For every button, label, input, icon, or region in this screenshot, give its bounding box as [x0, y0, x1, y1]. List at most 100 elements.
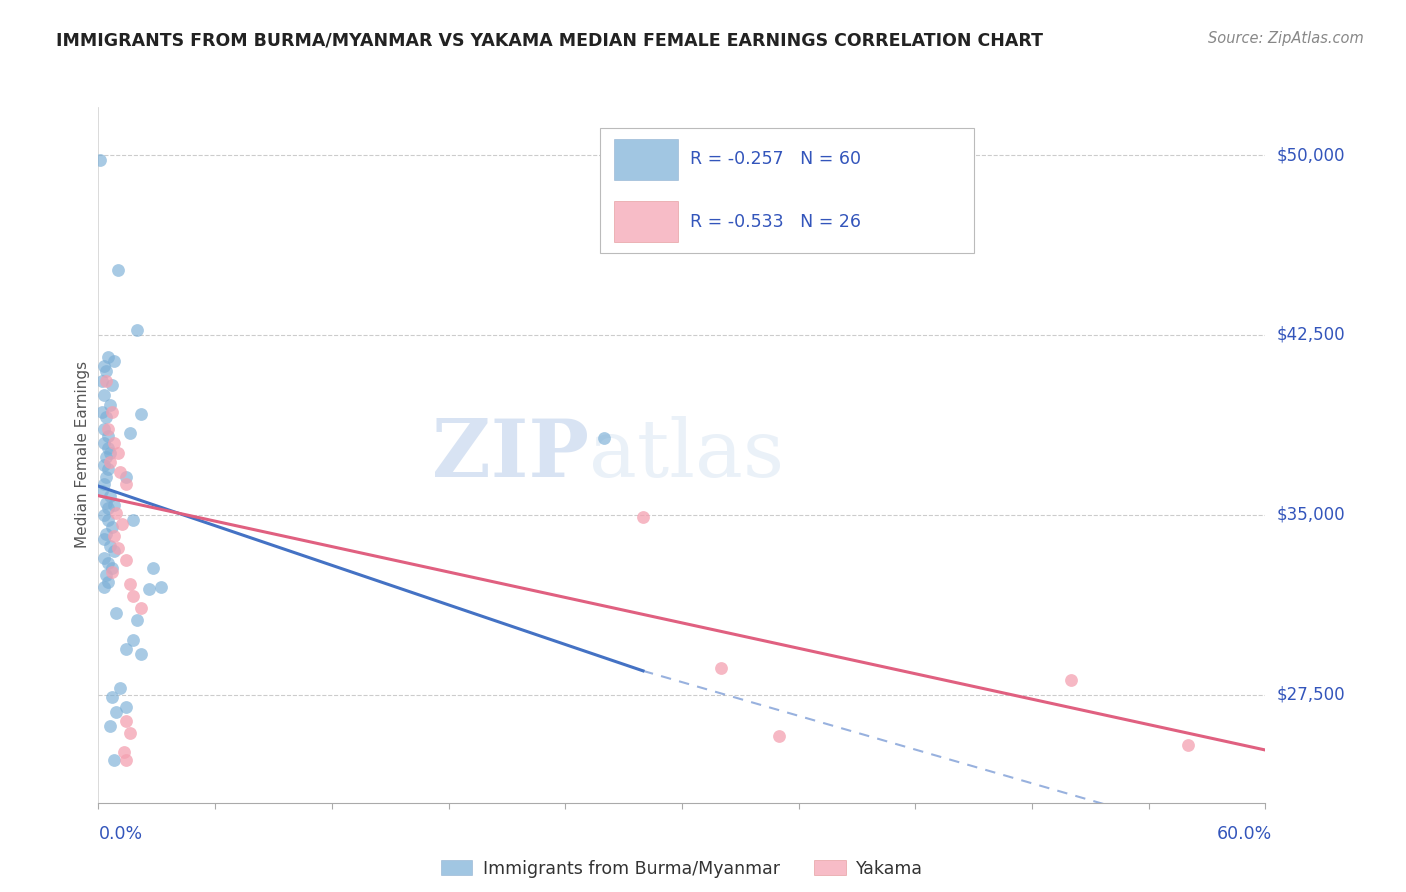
Point [98, 489, 121, 503]
Point [93, 508, 115, 522]
Point [97, 441, 120, 455]
Point [118, 577, 141, 591]
Point [101, 378, 124, 392]
FancyBboxPatch shape [600, 128, 973, 253]
Point [129, 601, 152, 615]
Point [93, 421, 115, 435]
Point [97, 462, 120, 476]
Point [97, 428, 120, 442]
Point [97, 556, 120, 570]
Point [104, 705, 127, 719]
Text: IMMIGRANTS FROM BURMA/MYANMAR VS YAKAMA MEDIAN FEMALE EARNINGS CORRELATION CHART: IMMIGRANTS FROM BURMA/MYANMAR VS YAKAMA … [56, 31, 1043, 49]
Point [127, 614, 149, 628]
Point [93, 359, 115, 373]
Point [111, 517, 134, 532]
Point [122, 632, 145, 647]
Point [104, 506, 127, 520]
Point [107, 541, 129, 556]
Y-axis label: Median Female Earnings: Median Female Earnings [75, 361, 90, 549]
Point [101, 560, 124, 574]
Point [96, 527, 118, 541]
Point [89, 153, 111, 167]
Point [149, 580, 172, 594]
Text: $35,000: $35,000 [1277, 506, 1346, 524]
Point [98, 719, 121, 733]
Point [114, 553, 136, 567]
Point [129, 407, 152, 421]
Point [96, 374, 118, 388]
Point [107, 445, 129, 459]
Point [118, 426, 141, 441]
Point [96, 567, 118, 582]
Point [104, 607, 127, 621]
Point [103, 354, 125, 368]
Point [112, 746, 135, 760]
Point [118, 726, 141, 740]
Text: $42,500: $42,500 [1277, 326, 1346, 344]
Point [91, 374, 114, 388]
Point [97, 575, 120, 590]
Point [101, 566, 124, 580]
Point [114, 469, 136, 483]
Point [122, 590, 145, 604]
Point [114, 699, 136, 714]
Point [93, 551, 115, 566]
Bar [614, 139, 679, 179]
Point [97, 513, 120, 527]
Point [138, 582, 160, 597]
Point [93, 532, 115, 546]
Point [101, 690, 124, 705]
Point [93, 388, 115, 402]
Point [142, 560, 165, 574]
Text: R = -0.257   N = 60: R = -0.257 N = 60 [690, 150, 860, 169]
Point [1177, 738, 1199, 752]
Point [1060, 673, 1083, 688]
Point [93, 476, 115, 491]
Text: Source: ZipAtlas.com: Source: ZipAtlas.com [1208, 31, 1364, 46]
Point [114, 714, 136, 729]
Point [96, 450, 118, 465]
Text: 60.0%: 60.0% [1218, 825, 1272, 843]
Point [101, 520, 124, 534]
Point [108, 465, 131, 479]
Point [93, 580, 115, 594]
Point [107, 263, 129, 277]
Point [91, 483, 114, 498]
Point [768, 729, 790, 743]
Point [96, 364, 118, 378]
Point [103, 544, 125, 558]
Point [97, 421, 120, 435]
Text: $50,000: $50,000 [1277, 146, 1346, 164]
Point [631, 510, 654, 524]
Text: ZIP: ZIP [432, 416, 589, 494]
Point [97, 500, 120, 515]
Point [97, 350, 120, 364]
Point [93, 436, 115, 450]
Point [101, 405, 124, 419]
Point [710, 661, 733, 675]
Point [114, 642, 136, 657]
Point [103, 498, 125, 512]
Point [103, 753, 125, 767]
Point [96, 469, 118, 483]
Point [96, 409, 118, 424]
Text: 0.0%: 0.0% [98, 825, 142, 843]
Point [98, 455, 121, 469]
Point [127, 323, 149, 337]
Point [98, 445, 121, 459]
Text: R = -0.533   N = 26: R = -0.533 N = 26 [690, 213, 860, 231]
Point [103, 529, 125, 543]
Point [98, 539, 121, 553]
Point [108, 681, 131, 695]
Legend: Immigrants from Burma/Myanmar, Yakama: Immigrants from Burma/Myanmar, Yakama [434, 853, 929, 885]
Point [129, 647, 152, 661]
Point [122, 513, 145, 527]
Point [91, 405, 114, 419]
Point [593, 431, 616, 445]
Point [96, 496, 118, 510]
Point [93, 458, 115, 472]
Point [114, 753, 136, 767]
Bar [614, 202, 679, 243]
Text: atlas: atlas [589, 416, 783, 494]
Point [114, 476, 136, 491]
